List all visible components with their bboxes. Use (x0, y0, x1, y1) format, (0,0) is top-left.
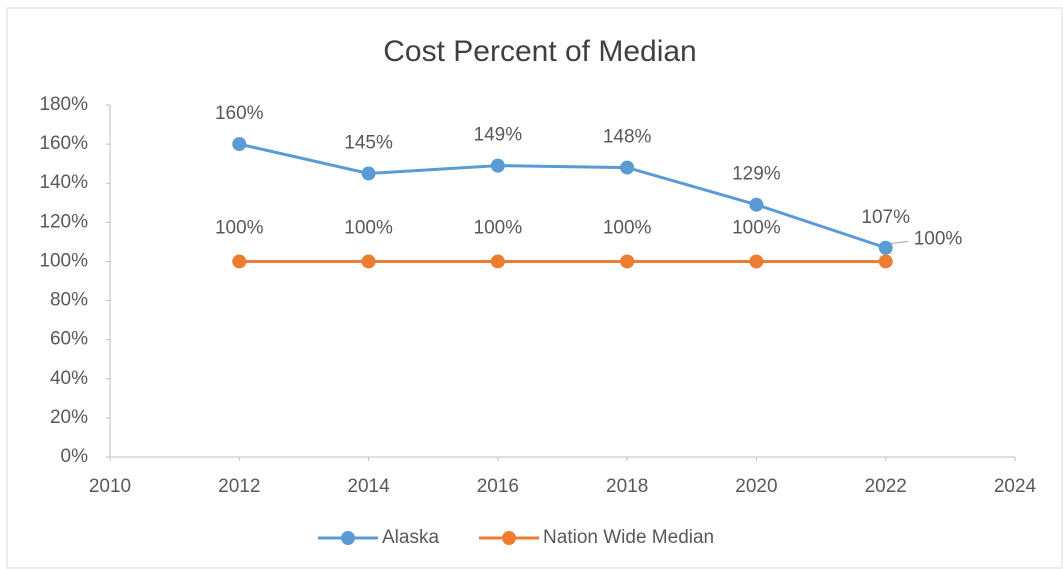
data-point (620, 254, 635, 269)
legend-marker (341, 531, 355, 545)
data-label: 129% (732, 164, 781, 185)
x-tick-label: 2024 (994, 476, 1037, 497)
chart-border (6, 7, 1063, 569)
y-tick-label: 180% (39, 94, 88, 115)
data-label: 148% (603, 127, 652, 148)
data-point (749, 197, 764, 212)
data-point (361, 166, 376, 181)
y-tick-label: 80% (50, 290, 88, 311)
data-label: 100% (732, 217, 781, 238)
x-tick-label: 2014 (347, 476, 390, 497)
x-tick-label: 2012 (218, 476, 260, 497)
data-point (490, 254, 505, 269)
data-label: 160% (215, 103, 264, 124)
data-label: 145% (344, 132, 393, 153)
series-line (238, 142, 887, 250)
legend-label: Nation Wide Median (543, 527, 714, 548)
data-point (361, 254, 376, 269)
data-label: 100% (603, 217, 652, 238)
legend-marker (502, 531, 517, 545)
y-tick-label: 60% (50, 329, 88, 350)
data-point (878, 240, 893, 255)
legend-label: Alaska (382, 527, 439, 548)
data-label: 100% (474, 217, 523, 238)
x-tick-label: 2016 (477, 476, 519, 497)
y-tick-label: 120% (39, 211, 88, 232)
leader-line (890, 240, 908, 244)
y-tick-label: 20% (50, 407, 88, 428)
data-label: 100% (215, 217, 264, 238)
y-tick-label: 40% (50, 368, 88, 389)
y-tick-label: 0% (61, 446, 89, 467)
x-tick-label: 2010 (89, 476, 131, 497)
x-tick-label: 2022 (865, 476, 907, 497)
data-point (620, 160, 635, 175)
y-tick-label: 140% (39, 172, 88, 193)
data-label: 107% (861, 207, 910, 228)
data-label: 100% (914, 228, 963, 249)
data-point (232, 137, 247, 152)
data-label: 149% (474, 125, 523, 146)
y-tick-label: 160% (39, 133, 88, 154)
x-tick-label: 2020 (735, 476, 777, 497)
data-point (878, 254, 893, 269)
data-point (749, 254, 764, 269)
chart-title: Cost Percent of Median (383, 35, 697, 68)
data-label: 100% (344, 217, 393, 238)
x-tick-label: 2018 (606, 476, 648, 497)
data-point (232, 254, 247, 269)
y-tick-label: 100% (39, 250, 88, 271)
data-point (490, 158, 505, 173)
